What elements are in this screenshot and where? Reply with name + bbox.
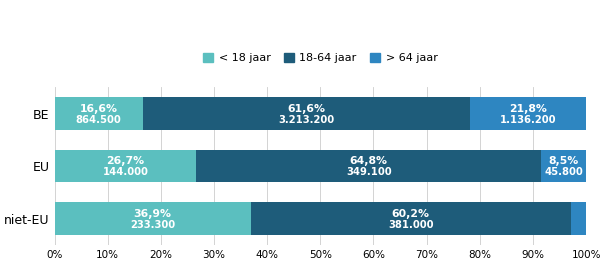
Text: 381.000: 381.000 — [388, 220, 433, 230]
Bar — [54, 97, 143, 130]
Bar — [197, 150, 541, 182]
Text: 144.000: 144.000 — [103, 167, 148, 177]
Text: 64,8%: 64,8% — [350, 156, 388, 166]
Text: 45.800: 45.800 — [544, 167, 583, 177]
Text: 16,6%: 16,6% — [80, 104, 117, 114]
Text: 864.500: 864.500 — [76, 115, 122, 125]
Bar — [250, 202, 571, 235]
Legend: < 18 jaar, 18-64 jaar, > 64 jaar: < 18 jaar, 18-64 jaar, > 64 jaar — [198, 49, 442, 68]
Text: 1.136.200: 1.136.200 — [500, 115, 557, 125]
Bar — [470, 97, 586, 130]
Bar — [143, 97, 470, 130]
Bar — [541, 150, 586, 182]
Text: 61,6%: 61,6% — [287, 104, 325, 114]
Bar — [54, 150, 197, 182]
Text: 36,9%: 36,9% — [134, 209, 172, 219]
Bar — [54, 202, 250, 235]
Text: 3.213.200: 3.213.200 — [278, 115, 335, 125]
Text: 349.100: 349.100 — [346, 167, 391, 177]
Text: 26,7%: 26,7% — [106, 156, 145, 166]
Bar — [571, 202, 586, 235]
Text: 233.300: 233.300 — [130, 220, 175, 230]
Text: 21,8%: 21,8% — [509, 104, 547, 114]
Text: 8,5%: 8,5% — [548, 156, 578, 166]
Text: 60,2%: 60,2% — [391, 209, 430, 219]
